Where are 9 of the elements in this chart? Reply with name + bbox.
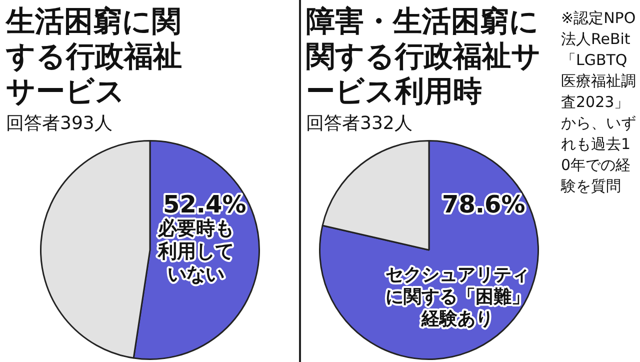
chart-subtitle: 回答者332人	[306, 112, 414, 135]
data-label: 78.6%	[442, 190, 526, 219]
data-label: 52.4%	[162, 190, 246, 219]
slice-label: セクシュアリティに関する「困難」経験あり	[386, 264, 530, 330]
chart-title: 生活困窮に関する行政福祉サービス	[6, 4, 183, 109]
chart-title: 障害・生活困窮に関する行政福祉サービス利用時	[306, 4, 542, 109]
text: ※認定NPO法人ReBit「LGBTQ医療福祉調査2023」から、いずれも過去10年での経験を質問	[561, 9, 636, 195]
chart-subtitle: 回答者393人	[6, 112, 114, 135]
slice-label: 必要時も利用していない	[156, 217, 234, 286]
